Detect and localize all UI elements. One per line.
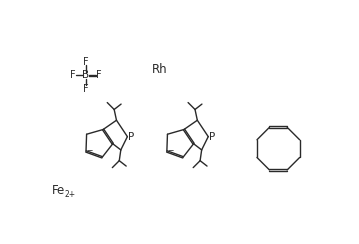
Text: Fe: Fe [52, 184, 65, 197]
Text: −: − [167, 146, 173, 155]
Text: Rh: Rh [152, 63, 168, 76]
Text: F: F [83, 83, 89, 93]
Text: F: F [96, 71, 102, 81]
Text: P: P [128, 132, 134, 142]
Text: 2+: 2+ [64, 190, 75, 199]
Text: B: B [82, 71, 89, 81]
Text: P: P [209, 132, 215, 142]
Text: F: F [83, 57, 89, 67]
Text: −: − [86, 146, 93, 155]
Text: F: F [70, 71, 75, 81]
